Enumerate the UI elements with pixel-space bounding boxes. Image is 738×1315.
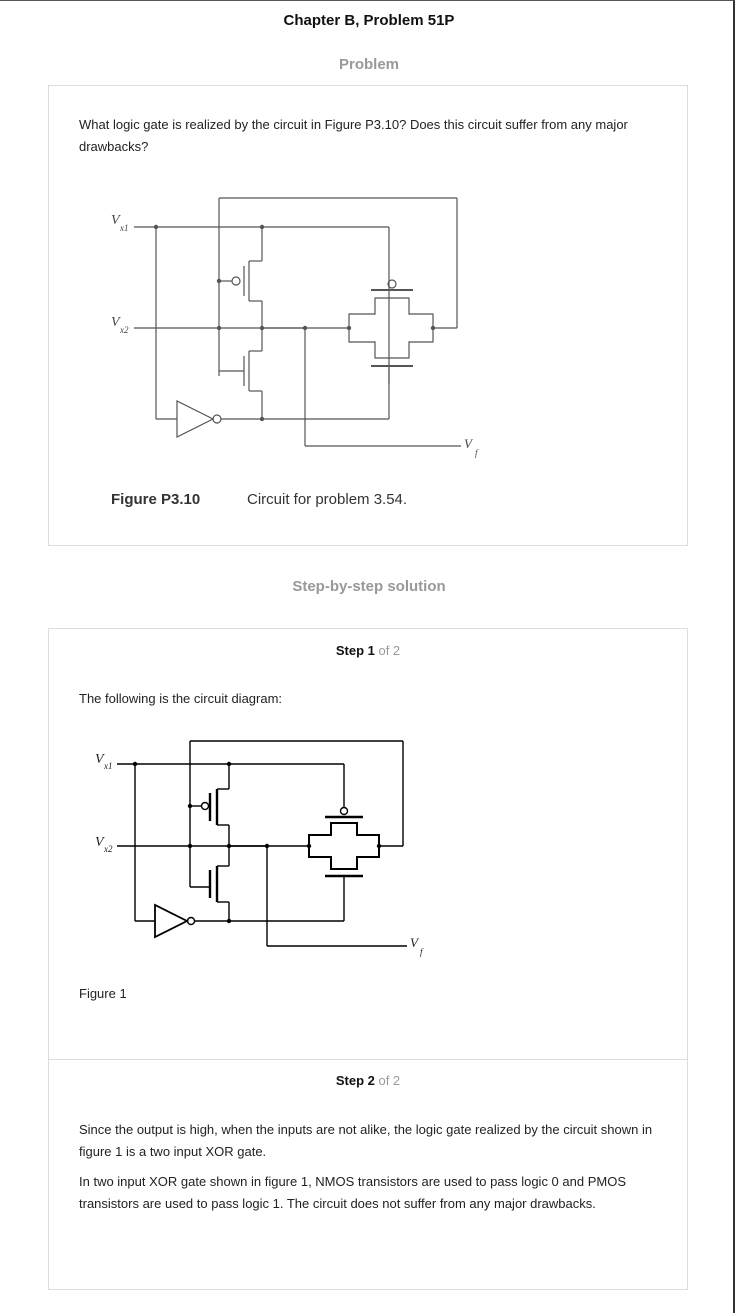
page-title: Chapter B, Problem 51P (283, 12, 455, 29)
tg-lower (348, 328, 434, 359)
step-2-total: of 2 (374, 1073, 401, 1088)
inverter (176, 400, 215, 438)
step-1-figure-caption: Figure 1 (79, 986, 127, 1001)
step-2-label: Step 2 of 2 (49, 1073, 687, 1088)
solution-heading: Step-by-step solution (292, 578, 446, 595)
step-1-word: Step 1 (335, 643, 375, 658)
step-2-para-2: In two input XOR gate shown in figure 1,… (79, 1174, 626, 1211)
fig1-inverter (154, 903, 190, 939)
step-2-word: Step 2 (335, 1073, 375, 1088)
step-1-total: of 2 (374, 643, 401, 658)
fig1-sub-vf: f (420, 947, 424, 957)
fig1-inverter-bubble (186, 916, 196, 926)
fig-sub-vx2: x2 (119, 325, 129, 335)
solution-box: Step 1 of 2 The following is the circuit… (48, 628, 688, 1290)
step-1-intro: The following is the circuit diagram: (79, 691, 283, 706)
junction-dots (153, 224, 436, 422)
fig-sub-vf: f (475, 448, 479, 458)
fig1-tg-upper (308, 822, 380, 846)
fig-label-vf: V (464, 436, 474, 451)
step-divider (49, 1059, 687, 1060)
figure-caption-label: Figure P3.10 (111, 491, 200, 508)
fig1-tg-bubble (339, 806, 349, 816)
figure-caption-text: Circuit for problem 3.54. (247, 491, 407, 508)
problem-heading: Problem (338, 56, 399, 73)
fig1-label-vx2: V (95, 835, 105, 850)
step-1-label: Step 1 of 2 (49, 643, 687, 658)
problem-box: What logic gate is realized by the circu… (48, 85, 688, 546)
fig1-pmos-bubble (200, 801, 210, 811)
pmos-bubble (231, 276, 241, 286)
problem-question: What logic gate is realized by the circu… (79, 117, 628, 154)
figure-1: V x1 V x2 V f (95, 740, 424, 957)
step-2-para-1: Since the output is high, when the input… (79, 1122, 653, 1159)
fig-label-vx1: V (111, 213, 121, 228)
figure-p3-10: V x1 V x2 V f (111, 197, 479, 508)
fig1-label-vx1: V (95, 752, 105, 767)
fig1-junction-dots (132, 761, 382, 924)
fig1-label-vf: V (410, 935, 420, 950)
tg-upper (348, 297, 434, 328)
fig1-tg-lower (308, 846, 380, 870)
fig1-sub-vx2: x2 (103, 844, 113, 854)
tg-bubble (387, 279, 397, 289)
fig1-sub-vx1: x1 (103, 761, 113, 771)
fig-label-vx2: V (111, 315, 121, 330)
fig-sub-vx1: x1 (119, 223, 129, 233)
